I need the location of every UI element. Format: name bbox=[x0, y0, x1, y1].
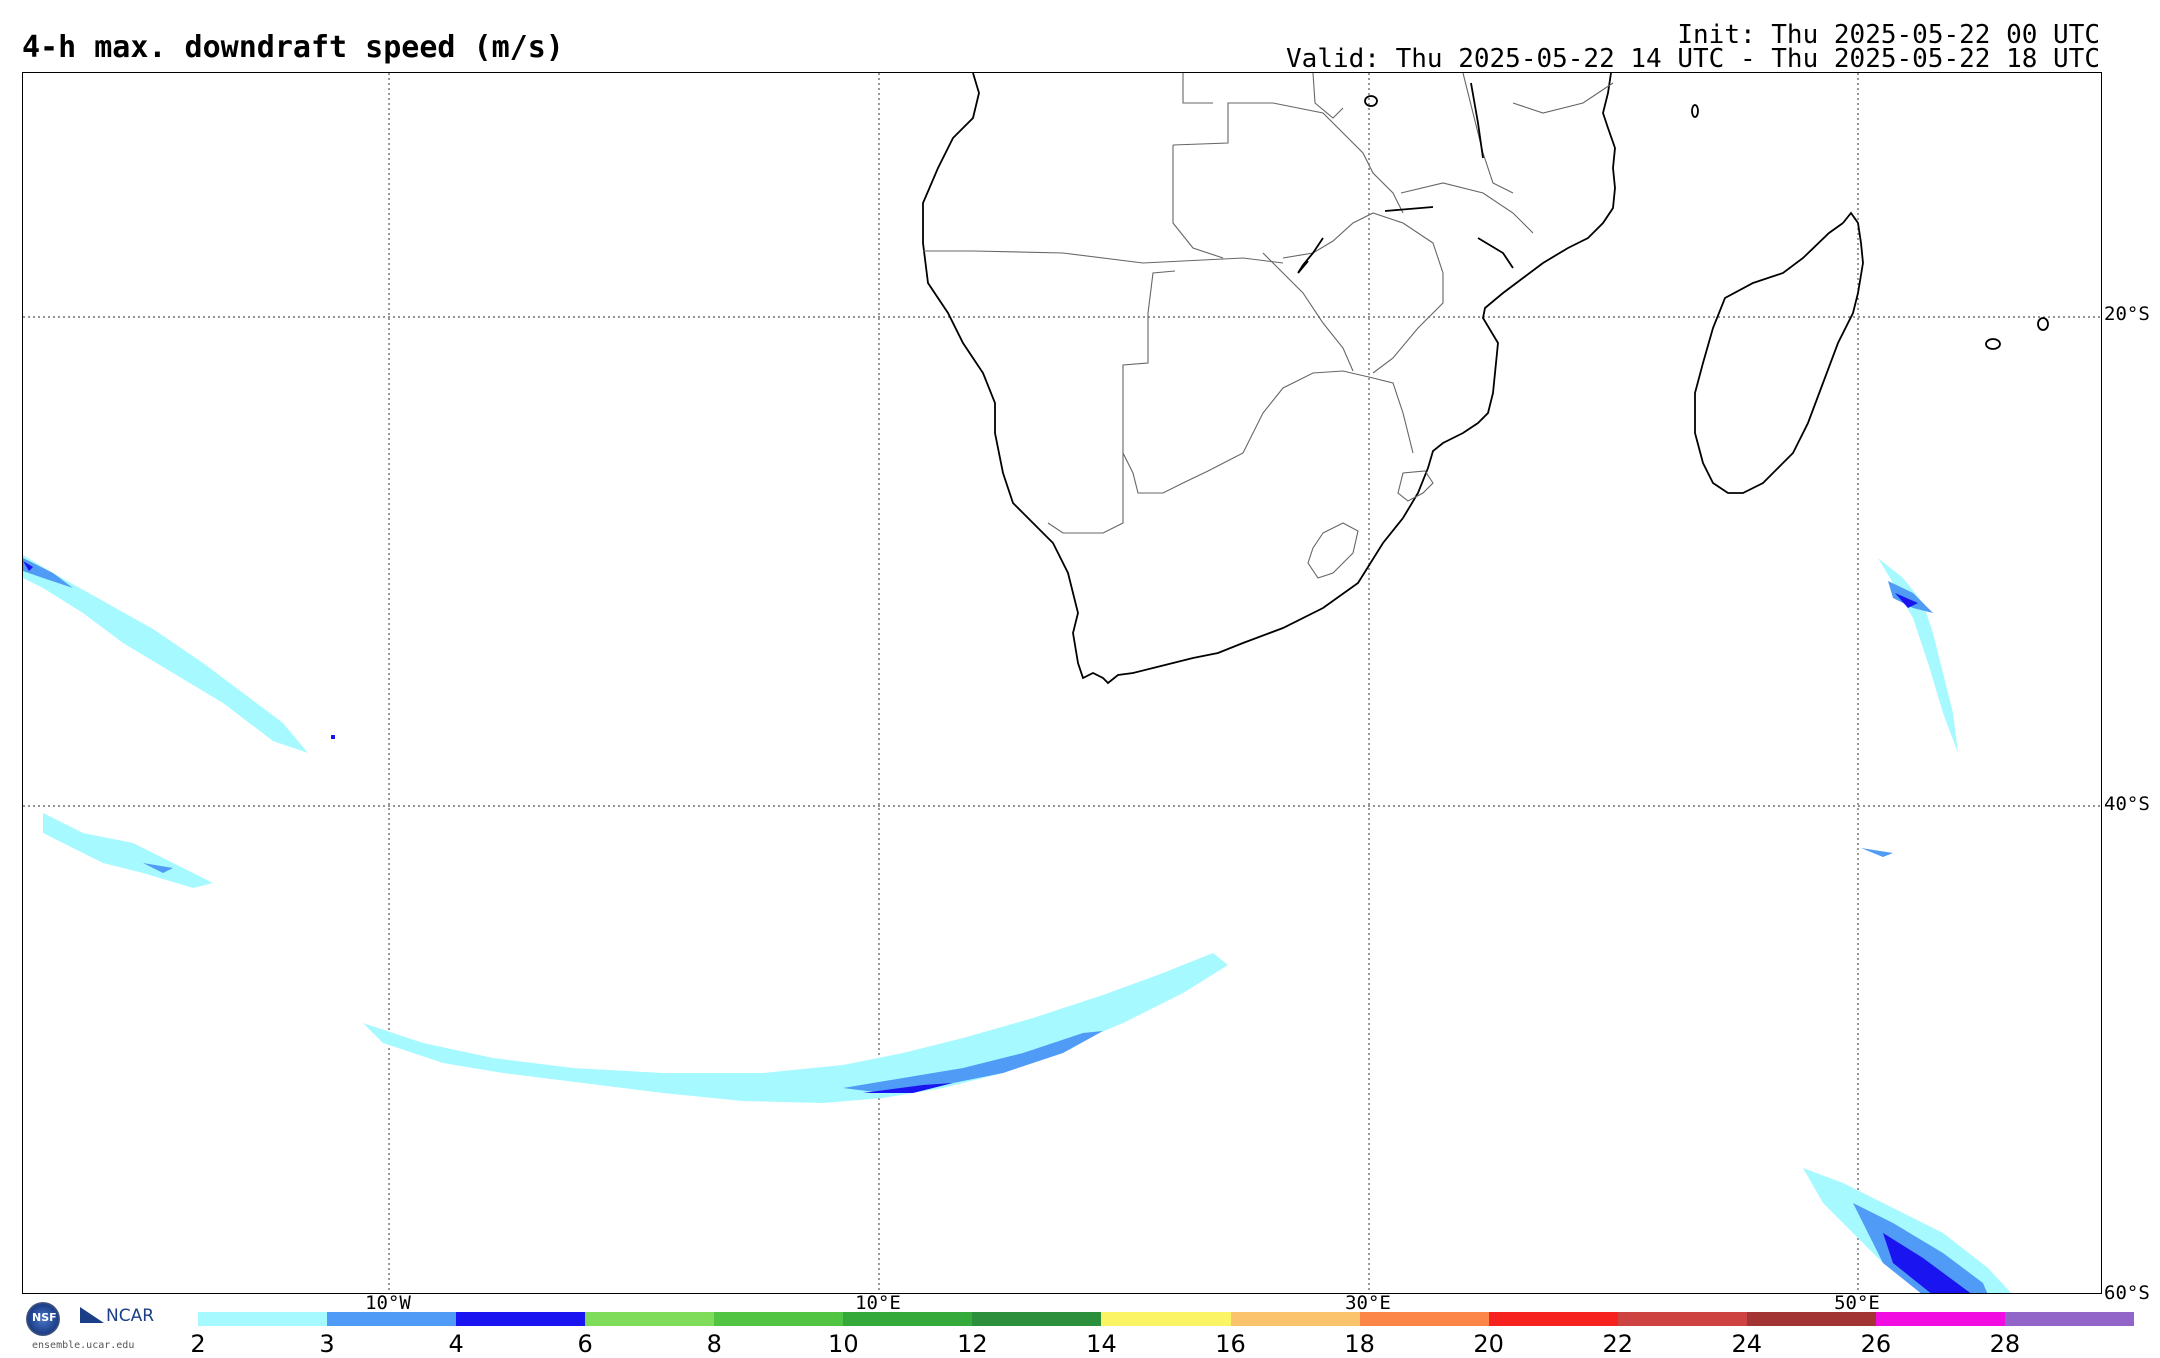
colorbar-segment bbox=[1617, 1312, 1747, 1326]
colorbar-tick-label: 20 bbox=[1473, 1330, 1504, 1358]
shaded-region-southeast-core bbox=[1853, 1203, 1988, 1293]
lake-bangweulu bbox=[1364, 95, 1378, 107]
lat-label-20s: 20°S bbox=[2104, 303, 2150, 325]
shaded-region-southwest bbox=[43, 813, 213, 888]
border-lesotho bbox=[1307, 522, 1359, 579]
colorbar-tick-label: 2 bbox=[190, 1330, 206, 1358]
border-tanzania-mozambique bbox=[1512, 82, 1614, 114]
shaded-region-west bbox=[23, 555, 308, 753]
colorbar-segment bbox=[1101, 1312, 1231, 1326]
colorbar-segment bbox=[2004, 1312, 2134, 1326]
border-south-africa-botswana bbox=[1122, 370, 1414, 494]
shaded-region-arc bbox=[363, 953, 1228, 1103]
nsf-seal-icon: NSF bbox=[26, 1302, 60, 1336]
border-zambia-congo bbox=[1172, 102, 1404, 214]
colorbar-segment bbox=[1488, 1312, 1618, 1326]
logo-url: ensemble.ucar.edu bbox=[32, 1340, 135, 1351]
island-comoros bbox=[1691, 104, 1699, 118]
colorbar-tick-label: 18 bbox=[1344, 1330, 1375, 1358]
colorbar-segment bbox=[327, 1312, 457, 1326]
shaded-region-west-max bbox=[23, 561, 33, 571]
colorbar-tick-label: 16 bbox=[1215, 1330, 1246, 1358]
border-zimbabwe bbox=[1282, 212, 1444, 374]
border-zambia-mozambique bbox=[1400, 182, 1534, 234]
colorbar-tick-label: 6 bbox=[577, 1330, 593, 1358]
shaded-dot bbox=[331, 735, 335, 739]
colorbar-tick-label: 4 bbox=[448, 1330, 464, 1358]
shaded-region-west-core bbox=[23, 558, 73, 588]
lon-label-10w: 10°W bbox=[365, 1292, 411, 1314]
colorbar-segment bbox=[585, 1312, 715, 1326]
border-malawi bbox=[1462, 73, 1514, 194]
shaded-region-east-small bbox=[1861, 848, 1893, 857]
border-angola-namibia bbox=[923, 250, 1284, 264]
graticule bbox=[23, 73, 2101, 1293]
colorbar-segment bbox=[972, 1312, 1102, 1326]
coastlines bbox=[922, 73, 2049, 685]
map-canvas bbox=[23, 73, 2101, 1293]
map-title: 4-h max. downdraft speed (m/s) bbox=[22, 30, 564, 65]
shaded-region-east-max bbox=[1895, 593, 1918, 608]
shaded-region-east bbox=[1878, 558, 1958, 753]
shaded-region-southeast-max bbox=[1883, 1233, 1971, 1293]
shaded-region-arc-core bbox=[843, 1031, 1103, 1093]
colorbar-tick-label: 28 bbox=[1989, 1330, 2021, 1358]
lake-cahora bbox=[1384, 206, 1434, 212]
colorbar-segment bbox=[1230, 1312, 1360, 1326]
lake-malawi bbox=[1470, 82, 1484, 159]
border-namibia-botswana bbox=[1047, 270, 1176, 534]
border-angola-zambia bbox=[1172, 145, 1224, 259]
shaded-region-southwest-core bbox=[143, 863, 173, 873]
africa-coastline bbox=[922, 73, 1616, 685]
colorbar-tick-label: 26 bbox=[1860, 1330, 1892, 1358]
colorbar-tick-label: 24 bbox=[1731, 1330, 1763, 1358]
border-north-1 bbox=[1182, 73, 1213, 104]
river-zambezi bbox=[1477, 237, 1514, 269]
colorbar-tick-label: 12 bbox=[957, 1330, 988, 1358]
colorbar bbox=[198, 1312, 2134, 1326]
lat-label-40s: 40°S bbox=[2104, 793, 2150, 815]
colorbar-tick-label: 3 bbox=[319, 1330, 335, 1358]
country-borders bbox=[923, 73, 1614, 579]
border-north-2 bbox=[1312, 73, 1344, 119]
colorbar-tick-label: 10 bbox=[828, 1330, 859, 1358]
colorbar-segment bbox=[1359, 1312, 1489, 1326]
ncar-logo: NSF NCAR ensemble.ucar.edu bbox=[26, 1302, 158, 1351]
lake-kariba bbox=[1297, 237, 1324, 274]
colorbar-tick-label: 8 bbox=[706, 1330, 722, 1358]
colorbar-tick-label: 22 bbox=[1602, 1330, 1633, 1358]
colorbar-segment bbox=[1746, 1312, 1876, 1326]
border-eswatini bbox=[1397, 470, 1434, 502]
shaded-region-southeast bbox=[1803, 1168, 2012, 1293]
lat-label-60s: 60°S bbox=[2104, 1282, 2150, 1304]
colorbar-tick-label: 14 bbox=[1086, 1330, 1117, 1358]
lakes bbox=[1297, 82, 1514, 274]
lon-label-10e: 10°E bbox=[855, 1292, 901, 1314]
lon-label-30e: 30°E bbox=[1345, 1292, 1391, 1314]
border-botswana-zimbabwe bbox=[1262, 252, 1354, 372]
valid-time: Valid: Thu 2025-05-22 14 UTC - Thu 2025-… bbox=[1286, 44, 2100, 74]
map-panel bbox=[22, 72, 2102, 1294]
lon-label-50e: 50°E bbox=[1834, 1292, 1880, 1314]
downdraft-field bbox=[23, 555, 2012, 1293]
colorbar-segment bbox=[456, 1312, 586, 1326]
shaded-region-east-core bbox=[1888, 581, 1933, 613]
island-reunion bbox=[2037, 317, 2049, 331]
shaded-region-arc-max bbox=[863, 1083, 953, 1093]
madagascar-coastline bbox=[1694, 211, 1864, 494]
colorbar-segment bbox=[714, 1312, 844, 1326]
island-mauritius bbox=[1985, 338, 2001, 350]
ncar-wordmark: NCAR bbox=[80, 1306, 154, 1326]
colorbar-segment bbox=[843, 1312, 973, 1326]
colorbar-segment bbox=[1875, 1312, 2005, 1326]
colorbar-segment bbox=[198, 1312, 328, 1326]
init-time: Init: Thu 2025-05-22 00 UTC bbox=[1677, 20, 2100, 50]
